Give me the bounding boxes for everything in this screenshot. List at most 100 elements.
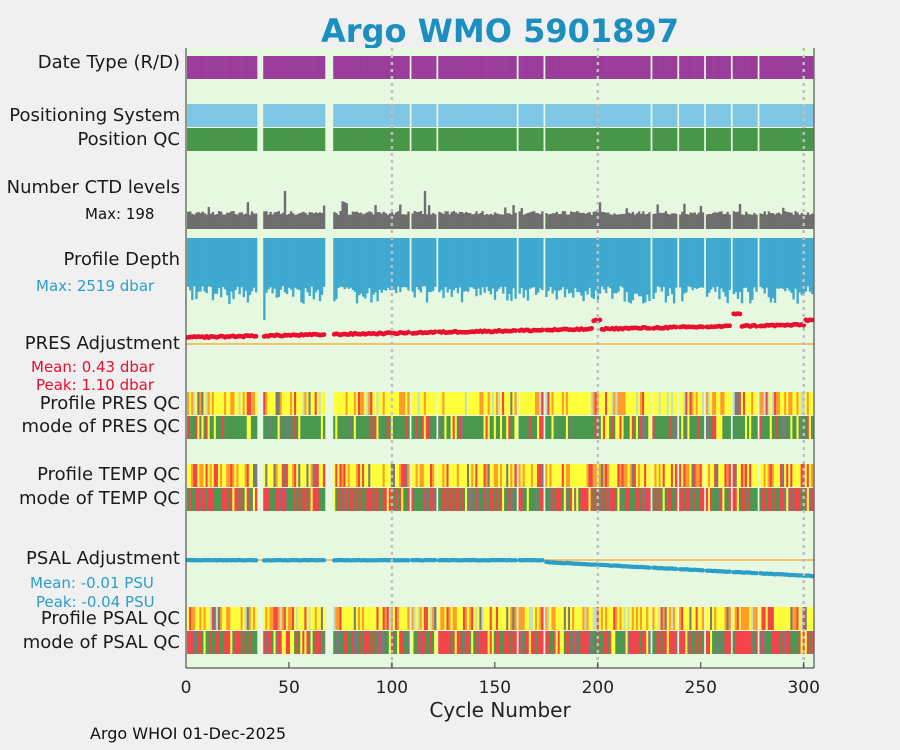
date-type-bar	[749, 56, 752, 79]
mode-psal-qc-bar	[518, 631, 521, 654]
mode-pres-qc-bar	[427, 416, 431, 439]
positioning-bar	[228, 104, 231, 127]
ctd-levels-bar	[205, 214, 208, 229]
mode-psal-qc-bar	[615, 631, 618, 654]
mode-temp-qc-bar	[613, 488, 616, 511]
positioning-bar	[464, 104, 468, 127]
profile-temp-qc-bar	[594, 464, 598, 487]
mode-temp-qc-bar	[386, 488, 390, 511]
profile-temp-qc-bar	[742, 464, 746, 487]
pres-adjustment-point	[513, 328, 518, 334]
profile-temp-qc-bar	[238, 464, 241, 487]
profile-temp-qc-bar	[473, 464, 476, 487]
positioning-bar	[672, 104, 676, 127]
mode-pres-qc-bar	[545, 416, 548, 439]
ctd-levels-bar	[800, 213, 803, 229]
profile-depth-bar	[808, 238, 812, 292]
mode-psal-qc-bar	[298, 631, 301, 654]
mode-pres-qc-bar	[411, 416, 414, 439]
profile-psal-qc-bar	[714, 607, 717, 630]
profile-pres-qc-bar	[345, 392, 348, 415]
profile-temp-qc-bar	[574, 464, 577, 487]
profile-pres-qc-bar	[722, 392, 725, 415]
positioning-bar	[489, 104, 493, 127]
ctd-levels-bar	[306, 214, 309, 229]
position-qc-bar	[592, 128, 596, 151]
ctd-levels-bar	[720, 211, 723, 229]
ctd-levels-bar	[530, 211, 534, 229]
mode-psal-qc-bar	[380, 631, 383, 654]
mode-psal-qc-bar	[312, 631, 315, 654]
ctd-levels-bar	[349, 214, 353, 229]
mode-pres-qc-bar	[209, 416, 213, 439]
profile-temp-qc-bar	[580, 464, 583, 487]
position-qc-bar	[742, 128, 746, 151]
profile-psal-qc-bar	[771, 607, 775, 630]
profile-pres-qc-bar	[397, 392, 400, 415]
date-type-bar	[320, 56, 324, 79]
profile-depth-bar	[294, 238, 297, 288]
ctd-levels-bar	[489, 213, 493, 229]
profile-pres-qc-bar	[347, 392, 350, 415]
mode-temp-qc-bar	[563, 488, 567, 511]
profile-depth-bar	[271, 238, 274, 294]
position-qc-bar	[199, 128, 202, 151]
date-type-bar	[722, 56, 725, 79]
profile-pres-qc-bar	[294, 392, 297, 415]
profile-temp-qc-bar	[224, 464, 227, 487]
position-qc-bar	[514, 128, 517, 151]
date-type-bar	[353, 56, 357, 79]
mode-temp-qc-bar	[648, 488, 651, 511]
profile-depth-bar	[565, 238, 569, 290]
profile-temp-qc-bar	[617, 464, 620, 487]
date-type-bar	[454, 56, 458, 79]
mode-temp-qc-bar	[337, 488, 340, 511]
ctd-levels-bar	[222, 214, 225, 229]
mode-temp-qc-bar	[287, 488, 291, 511]
mode-temp-qc-bar	[747, 488, 750, 511]
position-qc-bar	[588, 128, 591, 151]
profile-psal-qc-bar	[399, 607, 402, 630]
profile-pres-qc-bar	[598, 392, 602, 415]
mode-pres-qc-bar	[707, 416, 711, 439]
profile-temp-qc-bar	[203, 464, 206, 487]
profile-depth-bar	[495, 238, 499, 292]
profile-temp-qc-bar	[510, 464, 513, 487]
profile-depth-bar	[539, 238, 542, 289]
mode-temp-qc-bar	[479, 488, 482, 511]
pres-peak-label: Peak: 1.10 dbar	[36, 376, 155, 394]
mode-pres-qc-bar	[191, 416, 194, 439]
mode-pres-qc-bar	[763, 416, 766, 439]
profile-depth-bar	[500, 238, 503, 288]
mode-psal-qc-bar	[302, 631, 305, 654]
date-type-bar	[240, 56, 243, 79]
profile-depth-bar	[693, 238, 696, 288]
mode-temp-qc-bar	[215, 488, 219, 511]
profile-temp-qc-bar	[355, 464, 359, 487]
position-qc-bar	[794, 128, 797, 151]
ctd-levels-bar	[541, 211, 544, 229]
date-type-bar	[487, 56, 491, 79]
positioning-bar	[749, 104, 752, 127]
positioning-bar	[450, 104, 453, 127]
profile-depth-bar	[187, 238, 190, 287]
position-qc-bar	[771, 128, 775, 151]
ctd-levels-bar	[347, 214, 350, 229]
mode-pres-qc-bar	[705, 416, 709, 439]
ctd-levels-bar	[759, 213, 762, 229]
positioning-bar	[502, 104, 505, 127]
mode-pres-qc-bar	[749, 416, 752, 439]
position-qc-bar	[679, 128, 682, 151]
ctd-levels-bar	[397, 211, 400, 229]
profile-depth-bar	[267, 238, 270, 290]
profile-pres-qc-bar	[298, 392, 301, 415]
profile-depth-bar	[777, 238, 781, 289]
ctd-levels-bar	[769, 213, 773, 229]
ctd-levels-bar	[576, 211, 579, 229]
profile-depth-bar	[347, 238, 350, 289]
positioning-bar	[784, 104, 787, 127]
profile-depth-bar	[506, 238, 509, 301]
position-qc-bar	[553, 128, 556, 151]
date-type-bar	[679, 56, 682, 79]
ctd-levels-bar	[240, 212, 243, 229]
